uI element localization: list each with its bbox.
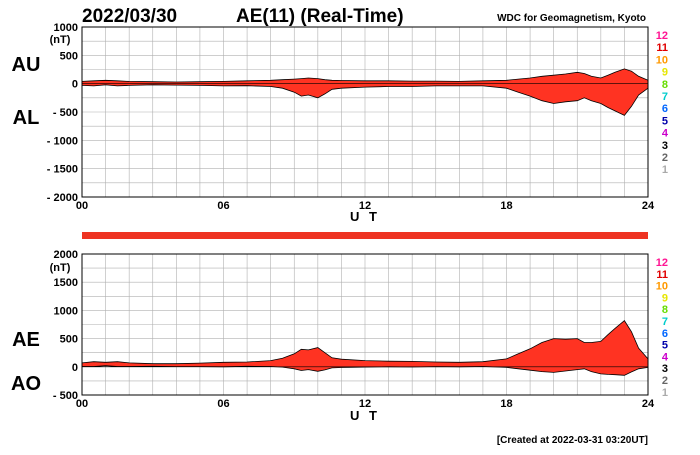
y-tick-label: 1500 — [54, 277, 78, 289]
y-tick-label: 500 — [60, 50, 78, 62]
station-count-label: 1 — [662, 164, 668, 176]
bottom-panel-unit: (nT) — [50, 262, 71, 274]
x-tick-label: 06 — [217, 200, 229, 212]
plot-date: 2022/03/30 — [82, 6, 177, 27]
plot-title: AE(11) (Real-Time) — [236, 6, 404, 27]
created-timestamp: [Created at 2022-03-31 03:20UT] — [497, 435, 648, 446]
station-count-label: 12 — [656, 257, 668, 269]
station-count-label: 7 — [662, 91, 668, 103]
x-tick-label: 12 — [359, 200, 371, 212]
series-line-al — [81, 84, 649, 116]
x-tick-label: 24 — [642, 398, 655, 410]
station-count-label: 9 — [662, 292, 668, 304]
y-tick-label: - 500 — [53, 390, 78, 402]
station-count-label: 4 — [662, 351, 669, 363]
x-tick-label: 18 — [500, 200, 512, 212]
station-count-label: 10 — [656, 54, 668, 66]
x-tick-label: 18 — [500, 398, 512, 410]
top-panel-frame — [81, 26, 649, 198]
y-tick-label: 0 — [72, 79, 78, 91]
data-source: WDC for Geomagnetism, Kyoto — [497, 13, 646, 24]
station-count-label: 11 — [656, 269, 668, 281]
series-label-ao: AO — [11, 373, 41, 395]
x-tick-label: 00 — [76, 200, 88, 212]
station-count-label: 12 — [656, 30, 668, 42]
top-panel-unit: (nT) — [50, 34, 71, 46]
bottom-panel-grid — [82, 254, 648, 395]
station-count-label: 6 — [662, 103, 668, 115]
top-panel-x-ticks: 00 06 12 18 24 — [76, 200, 655, 212]
top-panel-grid — [82, 27, 648, 197]
top-panel-area — [81, 68, 649, 116]
x-tick-label: 12 — [359, 398, 371, 410]
series-label-al: AL — [13, 107, 40, 129]
series-label-au: AU — [12, 54, 41, 76]
x-tick-label: 06 — [217, 398, 229, 410]
station-count-label: 5 — [662, 115, 668, 127]
y-tick-label: - 1500 — [47, 164, 78, 176]
bottom-panel-x-ticks: 00 06 12 18 24 — [76, 398, 655, 410]
station-count-label: 1 — [662, 387, 668, 399]
x-tick-label: 24 — [642, 200, 655, 212]
bottom-panel-area — [81, 320, 649, 376]
station-count-label: 8 — [662, 79, 668, 91]
y-tick-label: - 1000 — [47, 135, 78, 147]
station-count-label: 4 — [662, 128, 669, 140]
top-panel-xlabel: U T — [350, 209, 380, 224]
station-count-label: 7 — [662, 316, 668, 328]
y-tick-label: 1000 — [54, 305, 78, 317]
station-count-label: 6 — [662, 328, 668, 340]
x-tick-label: 00 — [76, 398, 88, 410]
station-count-label: 5 — [662, 340, 668, 352]
station-count-label: 3 — [662, 363, 668, 375]
y-tick-label: 500 — [60, 334, 78, 346]
y-tick-label: 1000 — [54, 22, 78, 34]
station-count-label: 2 — [662, 375, 668, 387]
station-count-label: 9 — [662, 67, 668, 79]
series-line-ae — [81, 320, 649, 365]
station-count-label: 11 — [656, 42, 668, 54]
y-tick-label: - 2000 — [47, 192, 78, 204]
y-tick-label: 0 — [72, 362, 78, 374]
station-count-label: 2 — [662, 152, 668, 164]
top-panel-y-ticks: 1000 500 0 - 500 - 1000 - 1500 - 2000 — [47, 22, 78, 204]
y-tick-label: - 500 — [53, 107, 78, 119]
station-count-label: 3 — [662, 140, 668, 152]
y-tick-label: 2000 — [54, 249, 78, 261]
series-line-au — [81, 68, 649, 83]
series-label-ae: AE — [12, 329, 40, 351]
bottom-panel-xlabel: U T — [350, 408, 380, 423]
station-count-label: 8 — [662, 304, 668, 316]
station-count-label: 10 — [656, 281, 668, 293]
data-coverage-bar — [82, 232, 648, 239]
bottom-panel-frame — [81, 253, 649, 396]
series-area-fill — [82, 320, 648, 376]
bottom-panel-y-ticks: 2000 1500 1000 500 0 - 500 — [53, 249, 78, 402]
